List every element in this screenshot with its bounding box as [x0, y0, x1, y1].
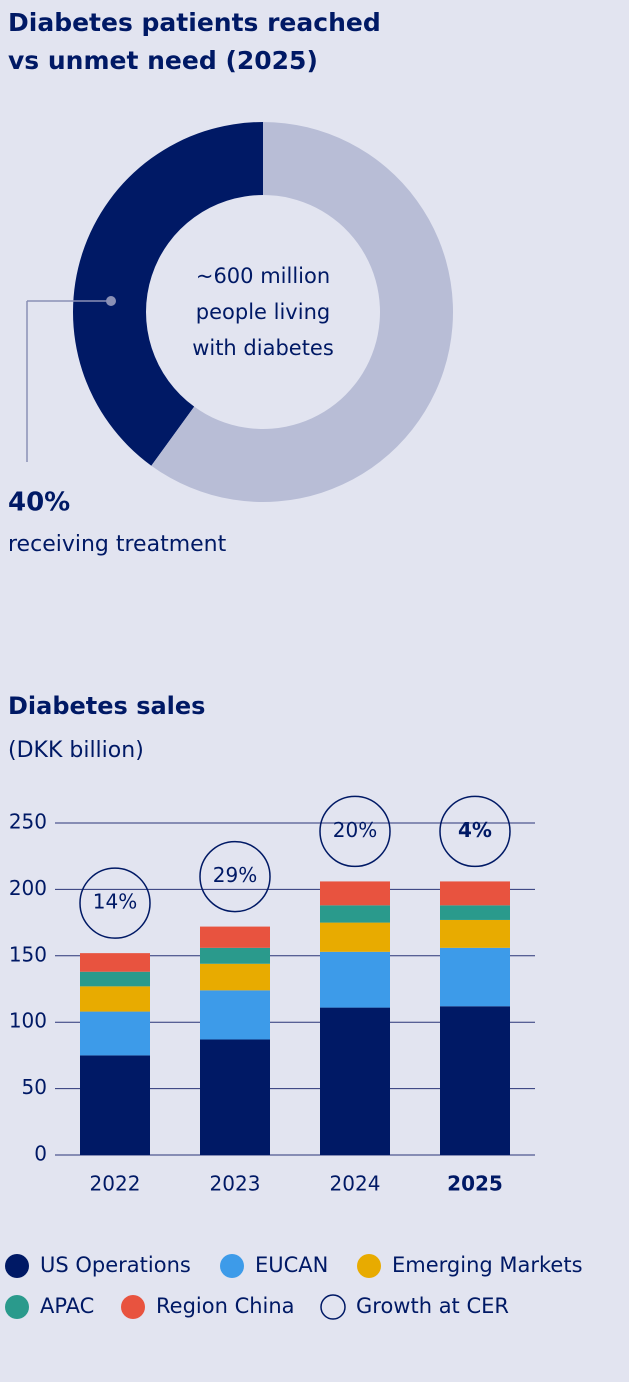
- y-tick-label: 0: [34, 1142, 47, 1166]
- x-tick-label: 2023: [210, 1172, 261, 1196]
- bar-segment: [200, 947, 270, 964]
- bar-segment: [80, 1055, 150, 1155]
- legend-swatch: [5, 1254, 29, 1278]
- y-tick-label: 150: [9, 942, 47, 966]
- legend-label: Growth at CER: [356, 1294, 509, 1318]
- bar-segment: [200, 1039, 270, 1155]
- pie-center-label: ~600 million people living with diabetes: [192, 264, 334, 360]
- legend-swatch: [5, 1295, 29, 1319]
- bar-segment: [80, 953, 150, 972]
- pie-category-label: receiving treatment: [8, 532, 227, 557]
- y-tick-label: 200: [9, 876, 47, 900]
- bar-segment: [80, 1011, 150, 1056]
- legend-swatch: [320, 1294, 346, 1320]
- growth-label: 29%: [213, 863, 257, 887]
- legend-label: Region China: [156, 1294, 295, 1318]
- bar-segment: [440, 919, 510, 948]
- growth-marker: [439, 795, 511, 868]
- y-tick-label: 250: [9, 810, 47, 834]
- x-tick-label: 2024: [330, 1172, 381, 1196]
- legend-swatch: [357, 1254, 381, 1278]
- y-tick-label: 50: [22, 1075, 47, 1099]
- pie-slice: [72, 122, 263, 466]
- x-tick-label: 2022: [90, 1172, 141, 1196]
- pie-slice: [151, 122, 453, 502]
- legend-label: APAC: [40, 1294, 94, 1318]
- bar-segment: [440, 1006, 510, 1155]
- bar-segment: [200, 990, 270, 1040]
- x-tick-label: 2025: [447, 1172, 503, 1196]
- growth-label: 20%: [333, 818, 377, 842]
- bar-segment: [320, 1007, 390, 1155]
- bar-segment: [320, 881, 390, 906]
- legend-swatch: [121, 1295, 145, 1319]
- chart-title: Diabetes sales: [8, 692, 205, 720]
- bar-segment: [200, 963, 270, 991]
- chart-title: Diabetes patients reached vs unmet need …: [8, 8, 381, 75]
- growth-marker: [79, 867, 151, 939]
- legend-label: Emerging Markets: [392, 1253, 583, 1277]
- bar-segment: [80, 971, 150, 987]
- legend-swatch: [220, 1254, 244, 1278]
- growth-label: 14%: [93, 890, 137, 914]
- legend-label: US Operations: [40, 1253, 191, 1277]
- bar-segment: [320, 905, 390, 923]
- bar-segment: [440, 881, 510, 906]
- chart-subtitle: (DKK billion): [8, 738, 144, 763]
- growth-marker: [199, 840, 271, 913]
- bar-segment: [80, 986, 150, 1012]
- legend-label: EUCAN: [255, 1253, 328, 1277]
- bar-segment: [200, 926, 270, 948]
- bar-segment: [440, 947, 510, 1007]
- growth-label: 4%: [458, 818, 492, 842]
- y-tick-label: 100: [9, 1009, 47, 1033]
- growth-marker: [319, 795, 391, 868]
- bar-segment: [320, 951, 390, 1008]
- bar-segment: [440, 905, 510, 920]
- pie-value-label: 40%: [8, 488, 70, 518]
- bar-segment: [320, 922, 390, 952]
